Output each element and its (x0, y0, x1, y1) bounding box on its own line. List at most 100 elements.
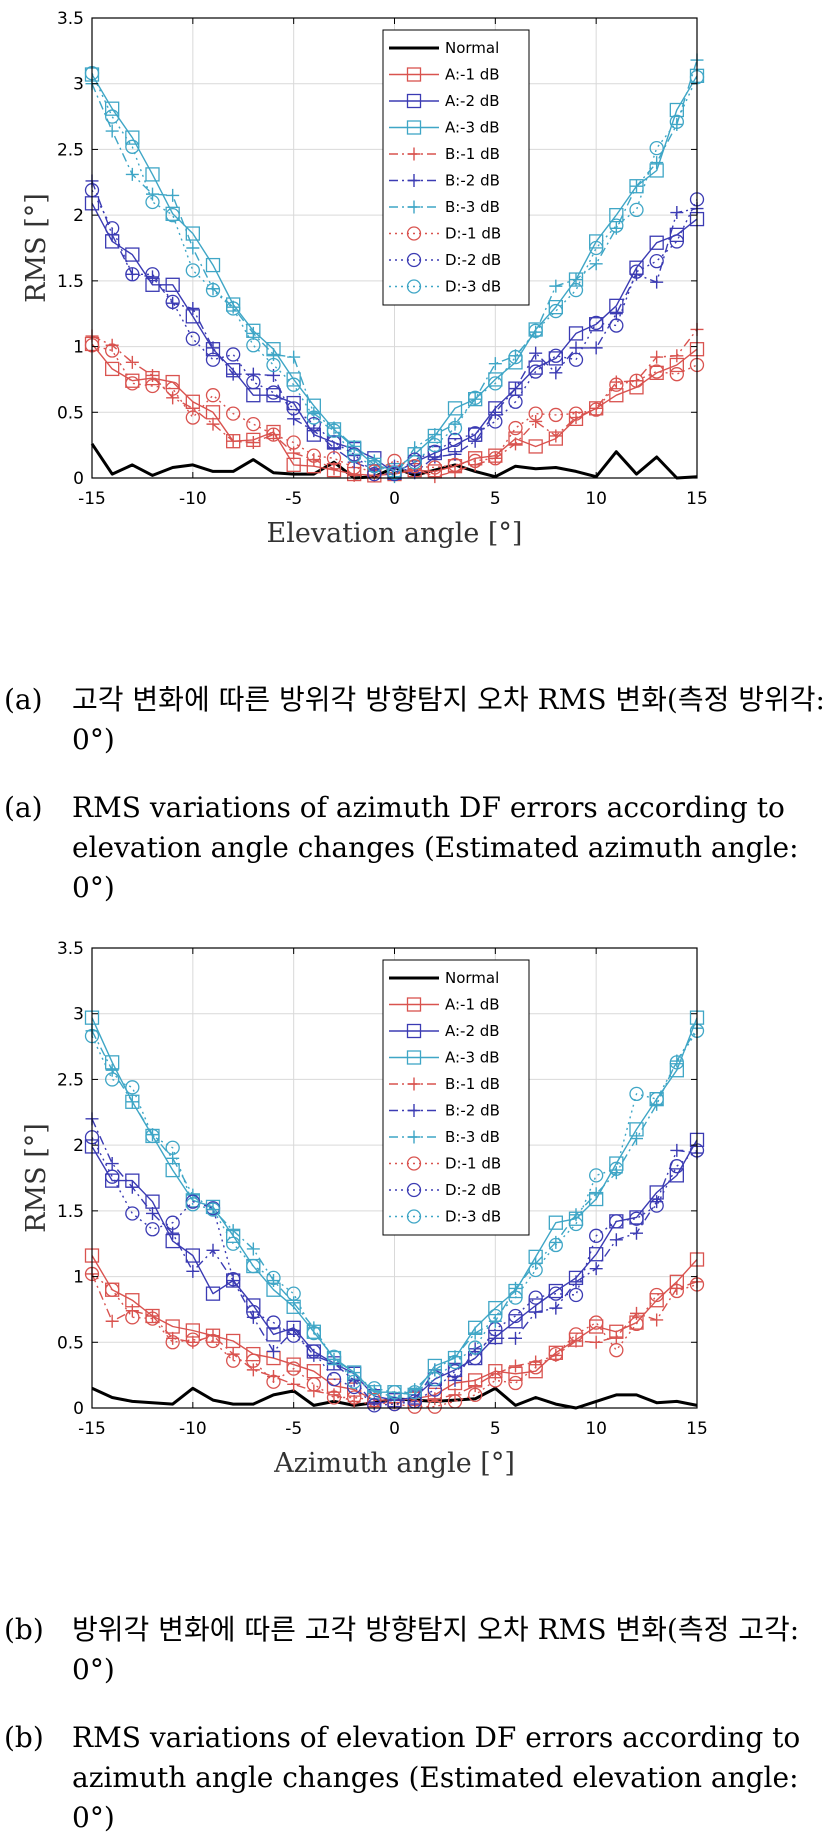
chart-b-series-d-3-db-point (589, 1168, 604, 1183)
chart-a-series-a-2-db-point (669, 227, 684, 243)
chart-b-series-d-2-db-line (91, 1136, 698, 1407)
chart-a-ytick-label: 2 (73, 206, 84, 226)
chart-b-legend-entry-a-2-db: A:-2 dB (389, 1022, 500, 1040)
chart-b-series-d-2-db-point (306, 1344, 321, 1359)
chart-b-series-d-3-db-point (326, 1349, 342, 1364)
chart-a-series-d-3-db-point (447, 420, 463, 436)
chart-a-series-b-1-db-point (529, 414, 543, 428)
chart-a-legend-entry-d-2-db: D:-2 dB (389, 251, 501, 269)
chart-b-series-b-2-db-point (448, 1373, 462, 1387)
chart-a-series-b-1-db-point (488, 451, 502, 465)
chart-b-series-d-1-db-point (367, 1392, 382, 1408)
chart-a-series-a-3-db-point (105, 101, 120, 116)
chart-a-series-d-1-db-point (669, 367, 684, 382)
chart-a-series-d-3-db-point (629, 202, 644, 218)
chart-a-series-d-3-db-point (609, 218, 624, 233)
chart-b-series-d-2-db-point (286, 1328, 301, 1343)
chart-a-legend-entry-normal-label: Normal (445, 39, 499, 57)
chart-b-series-d-1-db-point (609, 1343, 624, 1358)
chart-a-series-d-1-db-point (589, 402, 604, 417)
chart-a-series-b-3-db-point (488, 357, 502, 371)
chart-a-series-d-1-db-point (427, 460, 442, 475)
chart-a-series-b-3-db-point (226, 300, 240, 314)
chart-b-ytick-label: 0.5 (57, 1333, 84, 1353)
chart-b-series-b-1-db-point (549, 1348, 563, 1362)
chart-a-series-b-1-db-point (549, 429, 563, 443)
chart-b-series-b-3-db-point (569, 1208, 583, 1222)
chart-b-series-d-1-db-point (488, 1373, 503, 1388)
chart-a-ytick-label: 3.5 (57, 9, 84, 29)
chart-a-series-d-2-db-point (649, 253, 664, 269)
chart-a-series-d-1-db-point (468, 453, 483, 469)
chart-a-series-d-3-db-point (589, 240, 604, 256)
chart-a-series-b-2-db-point (650, 275, 664, 289)
chart-b-series-b-3-db-point (246, 1242, 260, 1256)
chart-b-legend-entry-a-1-db: A:-1 dB (389, 996, 500, 1014)
chart-a-series-d-1-db-point (145, 378, 160, 394)
chart-b-series-d-1-db-point (669, 1283, 684, 1299)
chart-b-series-d-1-db-point (286, 1361, 301, 1376)
chart-b-series-d-2-db-point (589, 1228, 604, 1243)
chart-b-series-b-3-db-point (226, 1224, 240, 1238)
chart-b-series-d-2-db-point (568, 1287, 584, 1303)
chart-b: -15 -10 -5 0 5 10 15 0 0.5 1 1.5 2 2.5 3 3.5 Azimuth an… (21, 939, 708, 1479)
chart-b-series-b-3-db-point (589, 1187, 603, 1201)
chart-a-y-axis-label: RMS [°] (21, 193, 52, 303)
chart-b-series-a-3-db-point (548, 1215, 563, 1230)
chart-a-series-d-2-db-point (548, 348, 563, 363)
chart-b-series-d-3-db-point (286, 1286, 301, 1301)
chart-b-series-d-2-db-point (326, 1371, 342, 1387)
caption-b-tag: (b) (4, 1613, 44, 1646)
chart-b-series-d-1-db-point (185, 1332, 200, 1347)
chart-a-series-b-2-db-point (246, 367, 260, 381)
chart-a-series-b-2-db-point (226, 367, 240, 381)
chart-a-series-a-2-db-point (165, 277, 180, 292)
caption-a-tag: (a) (4, 683, 43, 716)
chart-b-series-d-3-db-point (347, 1374, 362, 1389)
chart-b-series-d-3-db-point (468, 1340, 483, 1355)
chart-b-series-a-1-db-point (589, 1319, 604, 1334)
chart-b-legend-entry-a-3-db-label: A:-3 dB (445, 1049, 500, 1067)
chart-a-series-a-3-db-point (205, 257, 221, 273)
chart-b-legend-entry-d-2-db: D:-2 dB (389, 1181, 501, 1199)
chart-b-legend-entry-a-2-db-label: A:-2 dB (445, 1022, 500, 1040)
chart-a-series-d-3-db-point (306, 410, 321, 425)
chart-a-xtick-label: 0 (389, 489, 400, 509)
chart-a-series-d-3-db-point (468, 390, 483, 405)
chart-b-series-d-2-db-point (226, 1272, 241, 1287)
chart-b-series-d-3-db-point (306, 1325, 321, 1341)
caption-b-tag-en: (b) (4, 1721, 44, 1754)
chart-b-series-b-2-db-point (206, 1243, 220, 1257)
chart-a-series-b-1-db-point (589, 401, 603, 415)
chart-b-series-d-1-db-point (649, 1287, 664, 1303)
chart-b-series-d-2-db-point (105, 1169, 120, 1184)
chart-a-legend-entry-d-3-db-marker (406, 279, 422, 294)
chart-a: -15 -10 -5 0 5 10 15 0 0.5 1 1.5 2 2.5 3 3.5 Elevation … (21, 9, 708, 549)
chart-b-series-d-1-db-point (508, 1375, 523, 1391)
chart-a-series-b-1-db-point (347, 468, 361, 482)
chart-a-legend-entry-b-1-db: B:-1 dB (389, 145, 500, 163)
chart-b-legend-entry-d-1-db-marker (406, 1156, 422, 1171)
chart-a-series-a-1-db-point (609, 388, 624, 403)
chart-b-series-d-2-db-point (609, 1214, 624, 1229)
chart-a-series-b-2-db-point (670, 206, 684, 220)
chart-a-series-d-2-db-point (185, 331, 200, 346)
chart-b-legend-entry-a-3-db: A:-3 dB (389, 1049, 500, 1067)
chart-b-y-axis-label: RMS [°] (21, 1123, 52, 1233)
chart-a-series-d-1-db-point (286, 435, 301, 450)
chart-a-series-d-1-db-point (266, 427, 281, 442)
chart-a-series-d-3-db-point (266, 357, 281, 373)
chart-b-series-b-2-db-point (146, 1206, 159, 1220)
chart-b-series-b-2-db-point (125, 1180, 139, 1194)
chart-b-series-d-2-db-point (266, 1315, 281, 1330)
chart-b-xtick-label: -15 (78, 1419, 106, 1439)
chart-a-series-b-1-db-point (509, 437, 522, 451)
chart-a-series-d-2-db-point (125, 267, 140, 282)
chart-b-series-b-1-db-point (468, 1379, 482, 1393)
chart-a-series-a-1-db-point (165, 374, 180, 390)
chart-a-legend-entry-d-1-db: D:-1 dB (389, 225, 501, 243)
chart-a-legend: Normal A:-1 dB A:-2 dB A:-3 dB B:-1 dB B:-2 d… (382, 29, 530, 306)
chart-b-legend-entry-b-2-db-marker (407, 1104, 421, 1117)
chart-b-series-d-2-db-point (165, 1215, 180, 1230)
chart-a-series-b-3-db-point (347, 439, 361, 453)
